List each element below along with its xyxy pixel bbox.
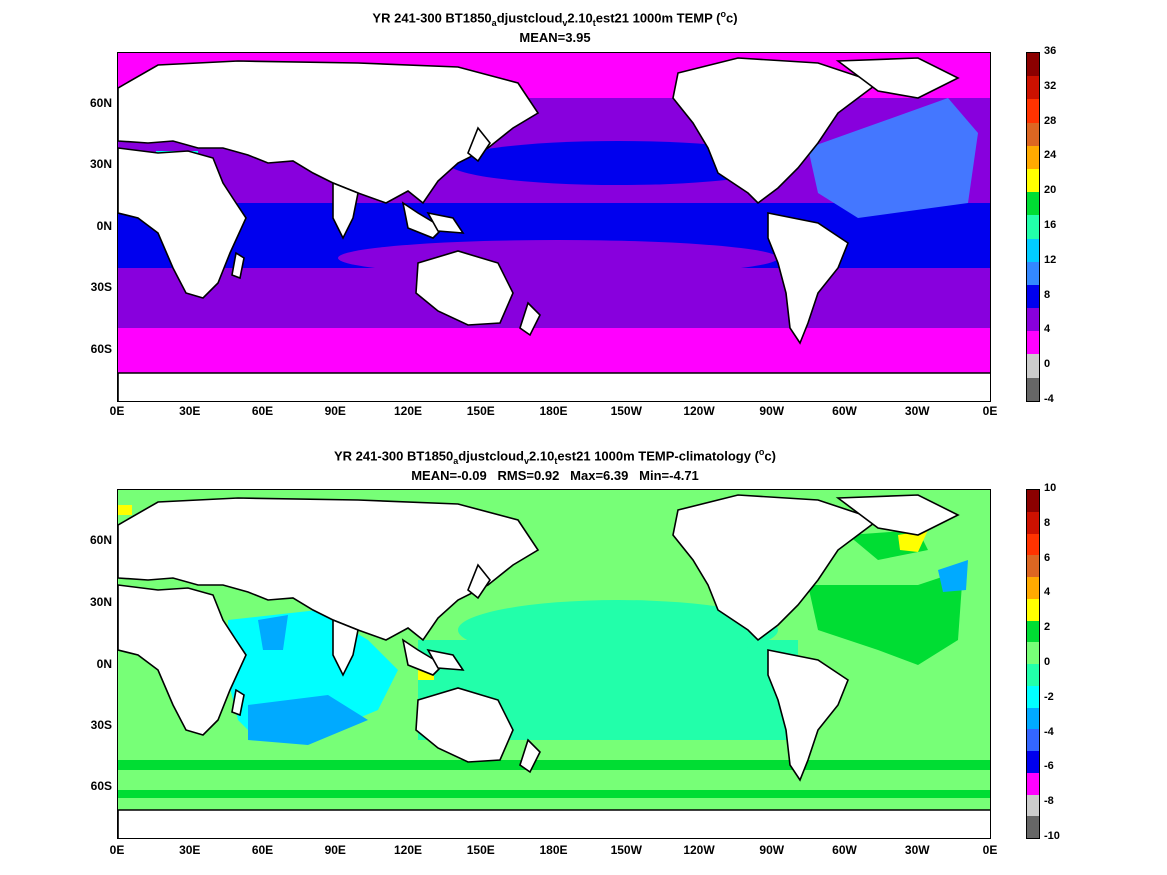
colorbar-tick-label: 0	[1044, 358, 1051, 371]
panel1-xlabel: 30W	[904, 404, 930, 418]
panel2-xlabel: 180E	[539, 843, 568, 857]
colorbar-swatch	[1027, 794, 1039, 817]
panel1-ylabel: 30S	[90, 280, 112, 294]
panel1-xlabel: 60E	[251, 404, 274, 418]
colorbar-tick-label: 24	[1044, 149, 1057, 162]
panel1-ylabel: 0N	[96, 219, 112, 233]
colorbar-swatch	[1027, 331, 1039, 355]
colorbar-swatch	[1027, 215, 1039, 239]
panel2-xlabel: 30W	[904, 843, 930, 857]
colorbar-tick-label: 32	[1044, 79, 1057, 92]
panel2-stats: MEAN=-0.09 RMS=0.92 Max=6.39 Min=-4.71	[411, 468, 699, 483]
colorbar-swatch	[1027, 729, 1039, 751]
panel2-ylabel: 0N	[96, 657, 112, 671]
panel1-xlabel: 0E	[982, 404, 998, 418]
panel1-colorbar	[1026, 52, 1040, 402]
panel1-xlabel: 90E	[324, 404, 346, 418]
panel2-colorbar	[1026, 489, 1040, 839]
colorbar-swatch	[1027, 772, 1039, 795]
panel2-xlabel: 120W	[683, 843, 715, 857]
colorbar-swatch	[1027, 53, 1039, 77]
panel2-xlabel: 60E	[251, 843, 274, 857]
panel2-xlabel: 90E	[324, 843, 346, 857]
colorbar-swatch	[1027, 816, 1039, 838]
colorbar-swatch	[1027, 511, 1039, 534]
colorbar-tick-label: -8	[1044, 795, 1054, 808]
colorbar-swatch	[1027, 308, 1039, 332]
panel1-map	[117, 52, 991, 402]
colorbar-swatch	[1027, 192, 1039, 216]
panel1-xlabel: 150W	[610, 404, 642, 418]
colorbar-swatch	[1027, 751, 1039, 773]
colorbar-swatch	[1027, 76, 1039, 100]
panel2-ylabel: 60S	[90, 779, 112, 793]
colorbar-tick-label: 4	[1044, 323, 1051, 336]
panel2-map-svg	[118, 490, 990, 838]
colorbar-tick-label: 10	[1044, 482, 1057, 494]
panel1-title: YR 241-300 BT1850adjustcloudv2.10test21 …	[372, 9, 738, 28]
panel1-xlabel: 120E	[393, 404, 423, 418]
colorbar-swatch	[1027, 261, 1039, 285]
colorbar-tick-label: 6	[1044, 551, 1051, 564]
panel2-ylabel: 30S	[90, 718, 112, 732]
panel2-map	[117, 489, 991, 839]
panel2-xlabel: 0E	[109, 843, 125, 857]
colorbar-swatch	[1027, 664, 1039, 686]
colorbar-swatch	[1027, 620, 1039, 643]
panel1-xlabel: 30E	[179, 404, 201, 418]
colorbar-swatch	[1027, 377, 1039, 401]
colorbar-tick-label: -10	[1044, 830, 1060, 842]
colorbar-tick-label: 2	[1044, 621, 1051, 634]
colorbar-tick-label: 12	[1044, 253, 1057, 266]
colorbar-tick-label: 16	[1044, 219, 1057, 231]
panel2-xlabel: 150W	[610, 843, 642, 857]
colorbar-swatch	[1027, 707, 1039, 730]
colorbar-swatch	[1027, 284, 1039, 309]
panel2-xlabel: 90W	[759, 843, 785, 857]
colorbar-tick-label: 20	[1044, 184, 1057, 197]
colorbar-swatch	[1027, 685, 1039, 708]
panel2-title: YR 241-300 BT1850adjustcloudv2.10test21 …	[334, 447, 776, 466]
colorbar-tick-label: 0	[1044, 656, 1051, 668]
colorbar-tick-label: -4	[1044, 393, 1054, 405]
colorbar-tick-label: -2	[1044, 690, 1054, 703]
panel1-map-svg	[118, 53, 990, 401]
panel1-xlabel: 0E	[109, 404, 125, 418]
colorbar-swatch	[1027, 577, 1039, 599]
panel2-xlabel: 60W	[832, 843, 857, 857]
panel2-ylabel: 60N	[89, 533, 112, 547]
colorbar-swatch	[1027, 555, 1039, 577]
colorbar-tick-label: 8	[1044, 288, 1051, 301]
colorbar-tick-label: 28	[1044, 114, 1057, 127]
colorbar-swatch	[1027, 354, 1039, 378]
colorbar-swatch	[1027, 598, 1039, 621]
panel1-ylabel: 60S	[90, 342, 112, 356]
panel1-xlabel: 180E	[539, 404, 568, 418]
panel1-ylabel: 30N	[89, 157, 112, 171]
colorbar-swatch	[1027, 99, 1039, 123]
panel2-xlabel: 120E	[393, 843, 423, 857]
colorbar-tick-label: -6	[1044, 760, 1054, 773]
colorbar-tick-label: 36	[1044, 45, 1057, 57]
panel2-xlabel: 150E	[466, 843, 495, 857]
panel2-ylabel: 30N	[89, 595, 112, 609]
panel1-xlabel: 90W	[759, 404, 785, 418]
colorbar-tick-label: -4	[1044, 725, 1054, 738]
colorbar-swatch	[1027, 238, 1039, 262]
colorbar-swatch	[1027, 490, 1039, 512]
colorbar-swatch	[1027, 642, 1039, 664]
colorbar-swatch	[1027, 145, 1039, 169]
panel1-xlabel: 120W	[683, 404, 715, 418]
colorbar-tick-label: 4	[1044, 586, 1051, 599]
panel1-xlabel: 60W	[832, 404, 857, 418]
colorbar-swatch	[1027, 122, 1039, 146]
panel1-ylabel: 60N	[89, 96, 112, 110]
panel2-xlabel: 0E	[982, 843, 998, 857]
colorbar-swatch	[1027, 533, 1039, 556]
panel1-stats: MEAN=3.95	[519, 30, 591, 45]
colorbar-swatch	[1027, 168, 1039, 193]
panel1-xlabel: 150E	[466, 404, 495, 418]
panel2-xlabel: 30E	[179, 843, 201, 857]
colorbar-tick-label: 8	[1044, 516, 1051, 529]
